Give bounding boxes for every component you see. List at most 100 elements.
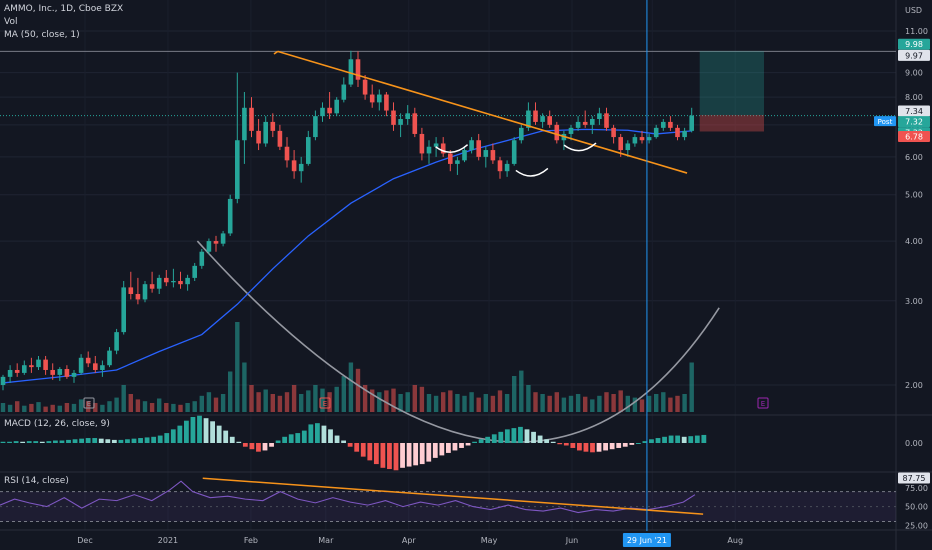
- macd-bar: [46, 441, 52, 443]
- macd-bar: [694, 435, 700, 443]
- candle-body: [440, 143, 446, 154]
- crosshair-date-label: 29 Jun '21: [627, 536, 667, 545]
- volume-bar: [299, 394, 304, 412]
- macd-bar: [138, 438, 143, 443]
- macd-bar: [426, 443, 432, 462]
- long-position-tool[interactable]: [699, 51, 764, 132]
- candle-body: [43, 359, 48, 370]
- macd-bar: [688, 436, 694, 443]
- macd-bar: [131, 438, 137, 443]
- volume-bar: [682, 394, 687, 412]
- smile-mark-1: [515, 167, 549, 177]
- candle-body: [668, 121, 673, 128]
- macd-bar: [485, 436, 491, 443]
- candle-body: [227, 198, 233, 234]
- volume-bar: [512, 376, 517, 412]
- candle-body: [639, 137, 645, 141]
- volume-bar: [448, 390, 453, 412]
- volume-bar: [263, 389, 268, 412]
- macd-bar: [609, 443, 615, 450]
- macd-bar: [262, 443, 268, 451]
- target-price-box: 9.98: [905, 40, 923, 49]
- volume-bar: [377, 392, 382, 412]
- macd-bar: [577, 443, 582, 451]
- candle-body: [78, 357, 84, 373]
- volume-bar: [114, 397, 119, 412]
- price-trendline[interactable]: [273, 50, 688, 174]
- macd-bar: [504, 429, 510, 443]
- macd-bar: [649, 439, 654, 443]
- candle-body: [135, 293, 141, 300]
- macd-bar: [92, 438, 98, 443]
- volume-bar: [597, 395, 602, 412]
- earnings-marker-jun: E: [761, 400, 765, 408]
- entry-price-box: 7.34: [905, 107, 923, 116]
- entry-price-box-bg: [898, 105, 930, 117]
- volume-bar: [419, 386, 425, 412]
- macd-bar: [315, 423, 320, 443]
- macd-bar: [518, 426, 523, 443]
- smile-annotations[interactable]: [435, 142, 597, 177]
- volume-bar: [142, 401, 148, 412]
- volume-bar: [107, 401, 112, 412]
- macd-bar: [387, 443, 392, 470]
- candle-body: [164, 277, 169, 283]
- volume-bar: [611, 394, 616, 412]
- volume-bar: [554, 392, 559, 412]
- volume-bar: [171, 403, 176, 412]
- rsi-last-box-bg: [898, 472, 930, 484]
- candle-body: [405, 113, 410, 120]
- candle-body: [632, 137, 638, 144]
- volume-bar: [135, 399, 141, 412]
- macd-bar: [668, 435, 674, 443]
- candle-body: [419, 133, 425, 154]
- candle-body: [298, 163, 304, 172]
- candle-body: [235, 140, 240, 199]
- macd-bar: [249, 443, 255, 450]
- currency-label: USD: [905, 6, 922, 15]
- macd-bar: [256, 443, 261, 452]
- time-axis[interactable]: Dec 2021 Feb Mar Apr May Jun Aug 29 Jun '21: [77, 533, 743, 547]
- volume-bar: [604, 392, 609, 412]
- candle-body: [646, 137, 652, 141]
- candle-body: [22, 365, 27, 373]
- price-axis[interactable]: USD11.009.008.007.006.005.004.003.002.00…: [874, 6, 930, 530]
- volume-bar: [568, 395, 574, 412]
- candle-body: [348, 59, 354, 85]
- macd-bar: [432, 443, 438, 458]
- macd-bar: [275, 440, 281, 443]
- macd-bar: [203, 418, 209, 443]
- macd-bar: [419, 443, 425, 465]
- candle-body: [100, 365, 105, 370]
- macd-bar: [301, 430, 307, 443]
- candle-body: [149, 284, 155, 289]
- volume-bar: [57, 405, 62, 412]
- price-tick: 4.00: [905, 237, 923, 246]
- macd-bar: [478, 439, 484, 443]
- macd-bar: [184, 420, 189, 443]
- macd-bar: [400, 443, 405, 468]
- macd-bar: [511, 428, 517, 443]
- macd-bar: [223, 430, 229, 443]
- volume-bar: [93, 403, 98, 412]
- volume-bar: [490, 395, 496, 412]
- volume-bar: [476, 397, 481, 412]
- volume-bar: [625, 395, 630, 412]
- candle-body: [526, 110, 531, 128]
- macd-bar: [53, 440, 58, 443]
- macd-bar: [347, 443, 353, 447]
- macd-bar: [216, 425, 222, 443]
- macd-bar: [66, 439, 71, 443]
- candle-body: [412, 113, 418, 134]
- volume-bar: [370, 389, 375, 412]
- candle-body: [57, 369, 63, 375]
- candle-body: [256, 130, 261, 144]
- macd-bar: [26, 441, 32, 443]
- macd-bar: [170, 429, 176, 443]
- candle-body: [206, 241, 212, 252]
- candle-body: [355, 59, 361, 80]
- volume-bar: [483, 394, 488, 412]
- volume-bar: [426, 394, 432, 412]
